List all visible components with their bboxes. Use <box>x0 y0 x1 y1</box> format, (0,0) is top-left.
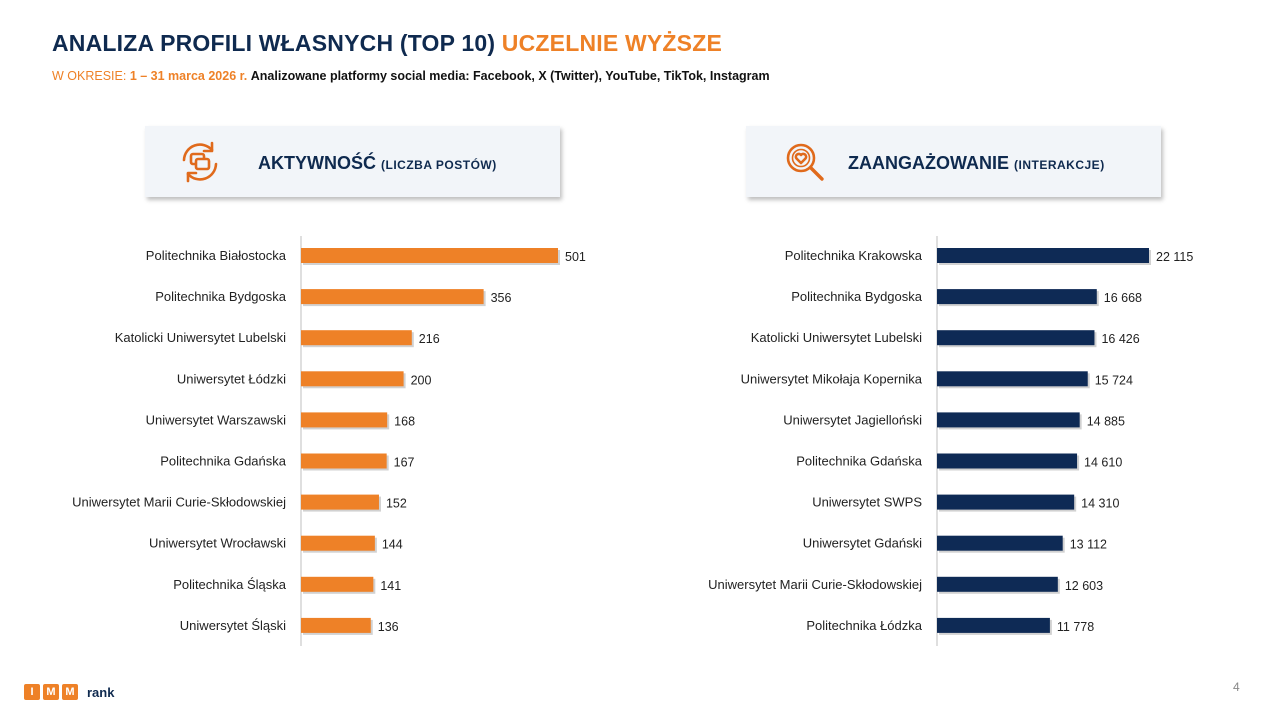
activity-bar <box>301 453 387 469</box>
subtitle: W OKRESIE: 1 – 31 marca 2026 r. Analizow… <box>52 69 770 83</box>
activity-category-label: Katolicki Uniwersytet Lubelski <box>115 330 286 345</box>
title-accent: UCZELNIE WYŻSZE <box>501 30 723 56</box>
engagement-value-label: 16 668 <box>1104 291 1142 305</box>
logo-text: rank <box>87 684 115 700</box>
activity-bar <box>301 289 484 305</box>
activity-value-label: 216 <box>419 332 440 346</box>
engagement-category-label: Uniwersytet Gdański <box>803 536 922 551</box>
engagement-value-label: 16 426 <box>1101 332 1139 346</box>
activity-subtitle: (LICZBA POSTÓW) <box>381 158 497 172</box>
activity-bar <box>301 617 371 633</box>
engagement-value-label: 15 724 <box>1095 373 1133 387</box>
logo-letter: M <box>43 684 59 700</box>
engagement-value-label: 14 885 <box>1087 414 1125 428</box>
activity-category-label: Uniwersytet Śląski <box>180 618 286 633</box>
activity-value-label: 167 <box>394 456 415 470</box>
activity-category-label: Uniwersytet Marii Curie-Skłodowskiej <box>72 495 286 510</box>
title-main: ANALIZA PROFILI WŁASNYCH (TOP 10) <box>52 30 496 56</box>
logo-letter: M <box>62 684 78 700</box>
engagement-bar <box>937 535 1063 551</box>
engagement-bar <box>937 576 1058 592</box>
engagement-card: ZAANGAŻOWANIE (INTERAKCJE) <box>746 126 1161 197</box>
activity-value-label: 141 <box>380 579 401 593</box>
activity-title: AKTYWNOŚĆ <box>258 153 376 173</box>
engagement-bar <box>937 453 1078 469</box>
engagement-card-title: ZAANGAŻOWANIE (INTERAKCJE) <box>848 153 1105 174</box>
activity-card: AKTYWNOŚĆ (LICZBA POSTÓW) <box>145 126 560 197</box>
activity-value-label: 501 <box>565 250 586 264</box>
engagement-category-label: Politechnika Gdańska <box>796 454 923 469</box>
engagement-category-label: Uniwersytet Marii Curie-Skłodowskiej <box>708 577 922 592</box>
activity-category-label: Uniwersytet Warszawski <box>146 412 286 427</box>
engagement-bar <box>937 412 1080 428</box>
engagement-category-label: Politechnika Krakowska <box>785 248 923 263</box>
period-value: 1 – 31 marca 2026 r. <box>129 69 248 83</box>
engagement-category-label: Katolicki Uniwersytet Lubelski <box>751 330 922 345</box>
engagement-value-label: 13 112 <box>1070 538 1107 552</box>
activity-card-title: AKTYWNOŚĆ (LICZBA POSTÓW) <box>258 153 497 174</box>
activity-category-label: Politechnika Śląska <box>173 577 286 592</box>
activity-bar <box>301 494 379 510</box>
engagement-title: ZAANGAŻOWANIE <box>848 153 1009 173</box>
activity-bar <box>301 330 412 346</box>
engagement-category-label: Politechnika Łódzka <box>806 618 922 633</box>
activity-bar <box>301 371 404 387</box>
activity-bar <box>301 576 374 592</box>
search-heart-icon <box>786 143 824 181</box>
period-label: W OKRESIE: <box>52 69 127 83</box>
platforms-text: Analizowane platformy social media: Face… <box>250 69 770 83</box>
engagement-bar <box>937 494 1075 510</box>
activity-bar <box>301 535 375 551</box>
activity-value-label: 152 <box>386 497 407 511</box>
engagement-category-label: Uniwersytet Jagielloński <box>783 412 922 427</box>
activity-bar <box>301 248 558 263</box>
logo-letter: I <box>24 684 40 700</box>
engagement-category-label: Uniwersytet Mikołaja Kopernika <box>741 371 923 386</box>
engagement-bar <box>937 289 1097 305</box>
activity-category-label: Politechnika Gdańska <box>160 454 287 469</box>
engagement-category-label: Politechnika Bydgoska <box>791 289 923 304</box>
engagement-value-label: 14 310 <box>1081 497 1119 511</box>
engagement-bar <box>937 330 1095 346</box>
activity-value-label: 356 <box>491 291 512 305</box>
engagement-value-label: 11 778 <box>1057 620 1094 634</box>
activity-bar <box>301 412 388 428</box>
activity-value-label: 168 <box>394 414 415 428</box>
activity-value-label: 200 <box>411 373 432 387</box>
engagement-subtitle: (INTERAKCJE) <box>1014 158 1105 172</box>
engagement-value-label: 12 603 <box>1065 579 1103 593</box>
page-number: 4 <box>1233 680 1240 694</box>
engagement-bar <box>937 371 1088 387</box>
engagement-value-label: 22 115 <box>1156 250 1193 264</box>
page-title: ANALIZA PROFILI WŁASNYCH (TOP 10) UCZELN… <box>52 30 722 57</box>
activity-category-label: Uniwersytet Łódzki <box>177 371 286 386</box>
activity-category-label: Politechnika Białostocka <box>146 248 287 263</box>
engagement-bar <box>937 248 1149 263</box>
refresh-chat-icon <box>182 141 218 183</box>
activity-value-label: 136 <box>378 620 399 634</box>
activity-category-label: Politechnika Bydgoska <box>155 289 287 304</box>
activity-category-label: Uniwersytet Wrocławski <box>149 536 286 551</box>
engagement-value-label: 14 610 <box>1084 456 1122 470</box>
engagement-bar <box>937 617 1050 633</box>
imm-logo: I M M rank <box>24 684 114 700</box>
activity-value-label: 144 <box>382 538 403 552</box>
engagement-category-label: Uniwersytet SWPS <box>812 495 922 510</box>
